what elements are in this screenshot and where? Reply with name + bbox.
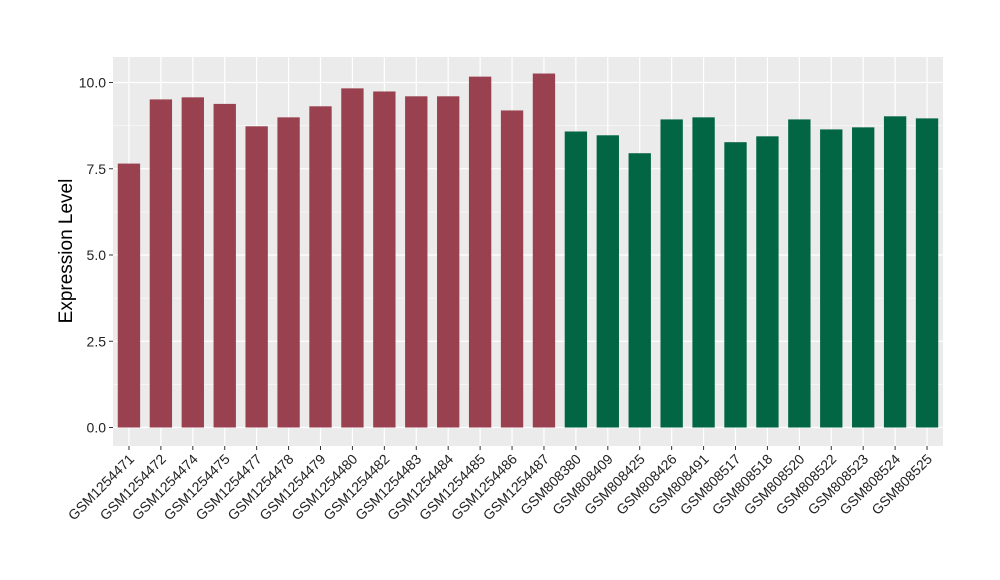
bar-GSM1254482 [373,91,396,428]
y-tick-label: 2.5 [87,333,107,349]
bar-GSM808517 [724,142,747,428]
bar-GSM808525 [915,118,939,428]
bar-GSM1254486 [500,110,524,428]
bar-GSM808491 [692,117,715,428]
y-tick-label: 0.0 [87,420,107,436]
y-axis-label: Expression Level [56,179,77,324]
bar-GSM808426 [660,119,683,428]
bar-GSM1254485 [468,76,492,428]
bar-GSM1254475 [213,103,236,428]
bar-GSM808518 [756,136,779,428]
bar-GSM1254477 [245,126,268,428]
plot-panel [113,57,943,446]
bar-GSM1254479 [309,106,332,428]
bar-GSM1254480 [341,88,364,428]
y-tick-label: 10.0 [79,75,106,91]
bar-GSM808523 [852,127,875,428]
bar-GSM1254471 [117,163,141,428]
bar-GSM808380 [564,131,588,428]
bar-GSM1254487 [532,73,556,428]
bar-GSM808522 [820,129,843,428]
bar-GSM808524 [883,116,907,428]
y-tick-label: 5.0 [87,247,107,263]
bar-GSM808425 [628,153,651,428]
bar-GSM1254478 [277,117,300,428]
bar-GSM1254484 [437,96,460,428]
bar-GSM1254472 [149,99,173,428]
bar-GSM1254483 [405,96,428,428]
bar-GSM1254474 [181,97,204,428]
bar-GSM808520 [788,119,811,428]
y-tick-label: 7.5 [87,161,107,177]
bar-GSM808409 [596,135,619,428]
